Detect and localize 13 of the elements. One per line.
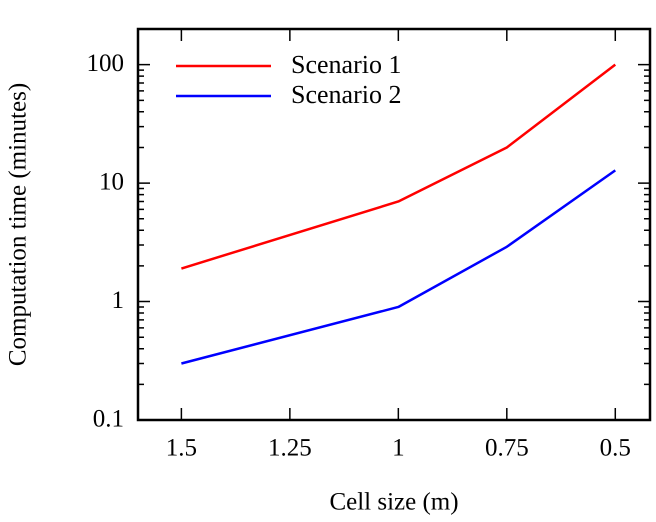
y-tick-label: 100 [86,50,124,78]
y-tick-label: 0.1 [92,406,124,433]
y-tick-label: 1 [112,287,124,314]
legend-label: Scenario 2 [291,80,402,109]
x-tick-label: 0.75 [484,434,529,462]
x-axis-title: Cell size (m) [329,488,459,516]
x-tick-label: 1 [392,434,405,462]
x-tick-label: 1.5 [166,434,198,462]
y-axis-title: Computation time (minutes) [4,82,32,366]
y-tick-label: 10 [99,168,124,196]
legend-label: Scenario 1 [291,50,402,79]
x-tick-label: 1.25 [268,434,312,462]
x-tick-label: 0.5 [600,434,631,462]
